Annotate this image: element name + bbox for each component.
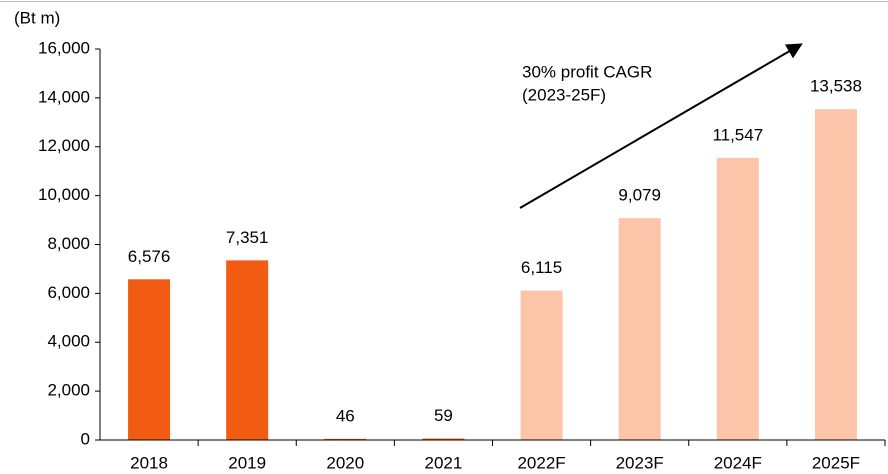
data-label: 13,538 xyxy=(810,77,862,96)
x-tick-label: 2018 xyxy=(130,453,168,472)
bar xyxy=(716,157,759,440)
x-tick-label: 2025F xyxy=(812,453,860,472)
y-axis-label: (Bt m) xyxy=(14,8,60,27)
data-label: 9,079 xyxy=(618,186,661,205)
annotation: (2023-25F) xyxy=(522,85,606,104)
x-tick-label: 2021 xyxy=(425,453,463,472)
data-label: 6,115 xyxy=(521,258,562,277)
x-tick-label: 2022F xyxy=(517,453,565,472)
bar xyxy=(520,290,563,440)
data-label: 46 xyxy=(336,406,355,425)
data-label: 11,547 xyxy=(712,125,763,144)
y-tick-label: 4,000 xyxy=(47,332,90,351)
y-tick-label: 16,000 xyxy=(38,38,90,57)
x-tick-label: 2023F xyxy=(616,453,664,472)
y-tick-label: 0 xyxy=(81,429,90,448)
x-tick-label: 2019 xyxy=(228,453,266,472)
data-label: 59 xyxy=(434,406,453,425)
trend-arrow xyxy=(519,43,803,209)
data-label: 7,351 xyxy=(226,228,269,247)
bar xyxy=(618,218,661,440)
y-tick-label: 2,000 xyxy=(47,381,90,400)
bar xyxy=(128,279,171,440)
x-tick-label: 2020 xyxy=(326,453,364,472)
bar xyxy=(422,438,465,440)
x-tick-label: 2024F xyxy=(714,453,762,472)
bar xyxy=(226,260,269,440)
y-tick-label: 6,000 xyxy=(47,283,90,302)
bar xyxy=(814,109,857,440)
bar xyxy=(324,438,367,440)
y-tick-label: 10,000 xyxy=(38,185,90,204)
y-tick-label: 14,000 xyxy=(38,87,90,106)
data-label: 6,576 xyxy=(128,247,171,266)
y-tick-label: 8,000 xyxy=(47,234,90,253)
y-tick-label: 12,000 xyxy=(38,136,90,155)
annotation: 30% profit CAGR xyxy=(522,62,652,81)
